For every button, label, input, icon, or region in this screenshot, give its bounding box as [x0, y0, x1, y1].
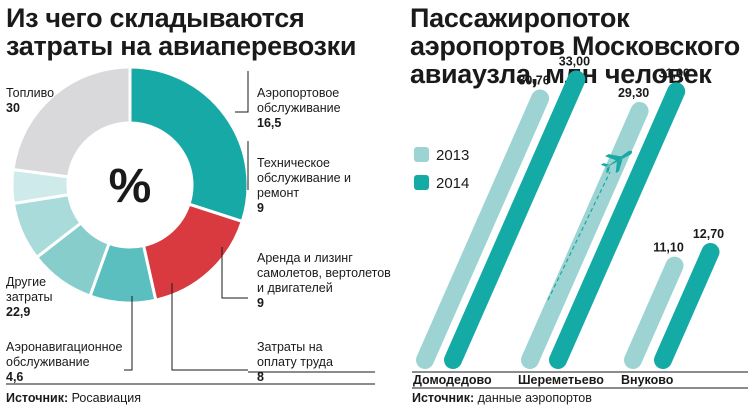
- legend-label-2013: 2013: [436, 147, 469, 164]
- slice-label-other: Другие затраты 22,9: [6, 260, 66, 335]
- bar-label-0-2013: 30,76: [518, 74, 549, 88]
- slice-label-leasing-text: Аренда и лизинг самолетов, вертолетов и …: [257, 251, 391, 295]
- leader-line-2: [221, 247, 248, 299]
- slice-label-labor-text: Затраты на оплату труда: [257, 340, 333, 369]
- slice-label-labor: Затраты на оплату труда 8: [257, 325, 357, 400]
- passenger-source: Источник: данные аэропортов: [412, 391, 592, 405]
- donut-slice-1: [141, 202, 245, 302]
- flight-trail: [547, 171, 611, 301]
- slice-value-airport-service: 16,5: [257, 116, 282, 130]
- slice-label-maintenance: Техническое обслуживание и ремонт 9: [257, 141, 367, 231]
- slice-value-leasing: 9: [257, 296, 264, 310]
- legend-label-2014: 2014: [436, 175, 469, 192]
- slice-label-leasing: Аренда и лизинг самолетов, вертолетов и …: [257, 236, 397, 326]
- slice-label-fuel-text: Топливо: [6, 86, 55, 100]
- leader-line-0: [235, 71, 249, 113]
- category-label-1: Шереметьево: [518, 373, 604, 387]
- leader-line-4: [124, 296, 133, 371]
- cost-chart-title: Из чего складываются затраты на авиапере…: [6, 3, 357, 61]
- donut-slice-0: [128, 65, 250, 224]
- slice-value-maintenance: 9: [257, 201, 264, 215]
- bar-0-2013: [416, 89, 550, 369]
- legend-swatch-2014: [414, 175, 429, 190]
- bar-0-2014: [444, 70, 586, 369]
- slice-value-labor: 8: [257, 370, 264, 384]
- cost-source-label: Источник:: [6, 391, 69, 405]
- leader-line-3: [171, 283, 248, 371]
- bar-label-1-2014: 31,60: [659, 66, 690, 80]
- bar-label-0-2014: 33,00: [559, 55, 590, 69]
- passenger-source-value: данные аэропортов: [477, 391, 592, 405]
- airplane-icon: [600, 150, 633, 174]
- bar-2-2014: [654, 243, 720, 369]
- cost-source: Источник: Росавиация: [6, 391, 141, 405]
- bar-label-2-2014: 12,70: [693, 227, 724, 241]
- slice-label-airport-service: Аэропортовое обслуживание 16,5: [257, 71, 377, 146]
- bar-label-1-2013: 29,30: [618, 86, 649, 100]
- slice-label-fuel: Топливо 30: [6, 71, 54, 131]
- bar-2-2013: [624, 256, 684, 369]
- slice-label-maintenance-text: Техническое обслуживание и ремонт: [257, 156, 351, 200]
- slice-value-other: 22,9: [6, 305, 31, 319]
- passenger-source-label: Источник:: [412, 391, 475, 405]
- legend-swatch-2013: [414, 147, 429, 162]
- category-label-2: Внуково: [621, 373, 674, 387]
- cost-source-value: Росавиация: [71, 391, 142, 405]
- slice-label-air-navigation: Аэронавигационное обслуживание 4,6: [6, 325, 136, 400]
- percent-symbol: %: [109, 160, 152, 213]
- slice-value-fuel: 30: [6, 101, 20, 115]
- donut-slice-6: [11, 65, 132, 179]
- slice-label-airport-service-text: Аэропортовое обслуживание: [257, 86, 341, 115]
- bar-label-2-2013: 11,10: [653, 241, 684, 255]
- slice-value-air-navigation: 4,6: [6, 370, 24, 384]
- slice-label-air-navigation-text: Аэронавигационное обслуживание: [6, 340, 123, 369]
- bar-1-2014: [549, 82, 686, 369]
- passenger-chart-title: Пассажиропоток аэропортов Московского ав…: [410, 3, 740, 89]
- slice-label-other-text: Другие затраты: [6, 275, 53, 304]
- bar-1-2013: [521, 101, 649, 369]
- category-label-0: Домодедово: [413, 373, 492, 387]
